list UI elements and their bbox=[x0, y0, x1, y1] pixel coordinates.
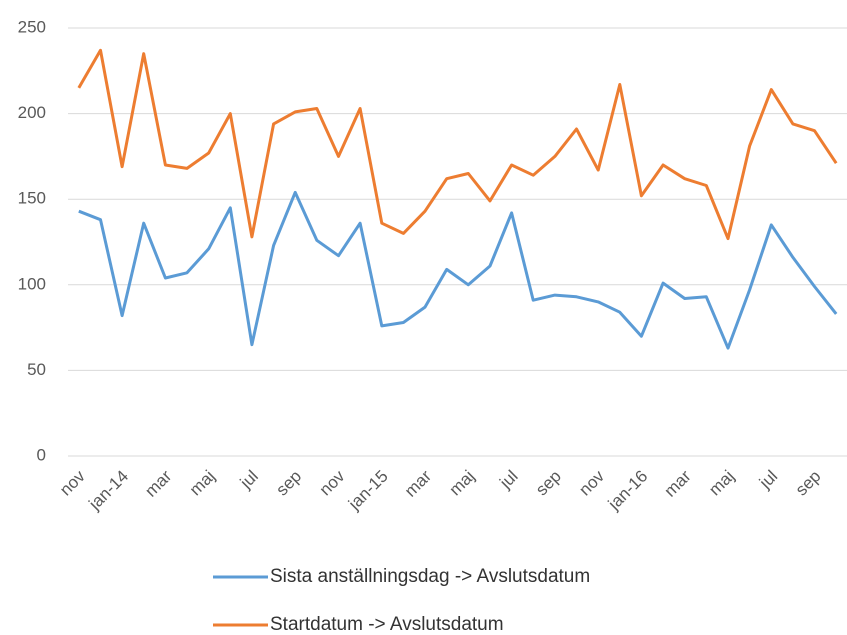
y-tick-label: 100 bbox=[18, 274, 46, 293]
series-line bbox=[77, 48, 838, 241]
x-tick-label: sep bbox=[532, 467, 565, 500]
legend-label: Startdatum -> Avslutsdatum bbox=[270, 614, 504, 635]
x-tick-label: sep bbox=[272, 467, 305, 500]
y-tick-label: 50 bbox=[27, 360, 46, 379]
series-line bbox=[78, 190, 838, 350]
x-tick-label: mar bbox=[661, 466, 695, 500]
x-tick-label: mar bbox=[141, 466, 175, 500]
x-tick-label: jan-16 bbox=[604, 467, 652, 515]
x-tick-label: jul bbox=[236, 467, 262, 493]
y-tick-label: 0 bbox=[37, 445, 46, 464]
x-tick-label: jul bbox=[755, 467, 781, 493]
y-tick-label: 250 bbox=[18, 17, 46, 36]
x-tick-label: jan-15 bbox=[344, 467, 392, 515]
x-tick-label: mar bbox=[401, 466, 435, 500]
x-tick-label: nov bbox=[575, 466, 608, 499]
y-tick-label: 200 bbox=[18, 103, 46, 122]
x-tick-label: jul bbox=[495, 467, 521, 493]
y-tick-label: 150 bbox=[18, 189, 46, 208]
legend-label: Sista anställningsdag -> Avslutsdatum bbox=[270, 566, 590, 587]
x-tick-label: nov bbox=[316, 466, 349, 499]
x-tick-label: sep bbox=[792, 467, 825, 500]
x-tick-label: jan-14 bbox=[85, 467, 133, 515]
x-tick-label: maj bbox=[705, 467, 738, 500]
x-tick-label: maj bbox=[446, 467, 479, 500]
x-tick-label: nov bbox=[56, 466, 89, 499]
x-tick-label: maj bbox=[186, 467, 219, 500]
